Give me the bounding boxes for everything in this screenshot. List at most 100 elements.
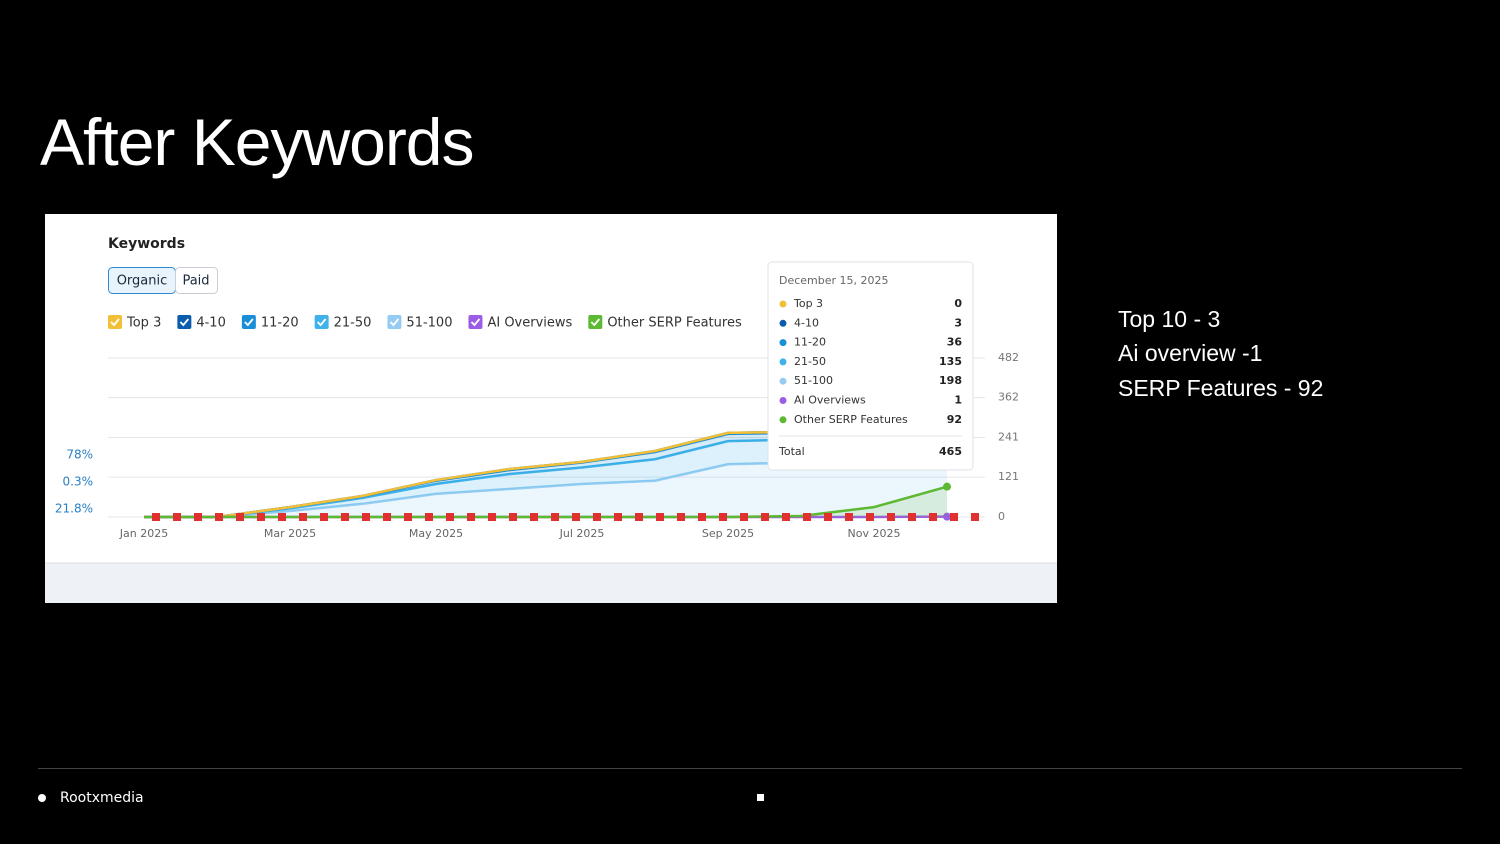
event-marker [488, 513, 496, 521]
area [144, 451, 947, 517]
tooltip-name: 11-20 [794, 336, 826, 349]
event-marker [194, 513, 202, 521]
legend-label: 51-100 [406, 316, 452, 331]
event-marker [572, 513, 580, 521]
event-marker [299, 513, 307, 521]
event-marker [635, 513, 643, 521]
note: Ai overview -1 [1118, 340, 1263, 366]
tooltip-name: 51-100 [794, 374, 833, 387]
note: SERP Features - 92 [1118, 375, 1324, 401]
event-marker [425, 513, 433, 521]
legend-check [179, 318, 190, 327]
line [144, 485, 948, 519]
tab-label[interactable]: Paid [182, 274, 209, 289]
event-marker [446, 513, 454, 521]
tooltip-value: 3 [954, 316, 962, 329]
x-tick-label: Jan 2025 [119, 527, 168, 540]
tooltip [767, 261, 974, 471]
event-marker [362, 513, 370, 521]
legend-checkbox[interactable] [387, 315, 402, 329]
event-marker [320, 513, 328, 521]
tooltip-total-label: Total [778, 445, 805, 458]
legend-checkbox[interactable] [314, 315, 329, 329]
footer-dot [38, 794, 46, 802]
legend-label: 4-10 [196, 316, 226, 331]
y-tick-label: 121 [998, 470, 1019, 483]
legend-label: 21-50 [334, 316, 372, 331]
x-tick-label: Sep 2025 [702, 527, 754, 540]
event-marker [278, 513, 286, 521]
slide-title: After Keywords [40, 105, 474, 179]
event-marker [215, 513, 223, 521]
tooltip-value: 92 [947, 413, 962, 426]
tooltip-value: 36 [947, 336, 963, 349]
event-marker [782, 513, 790, 521]
event-marker [803, 513, 811, 521]
legend-check [110, 318, 120, 327]
tab-label[interactable]: Organic [117, 274, 168, 289]
event-marker [257, 513, 265, 521]
legend-checkbox[interactable] [241, 315, 256, 329]
legend-label: 11-20 [261, 316, 299, 331]
event-marker [236, 513, 244, 521]
event-marker [467, 513, 475, 521]
tooltip-dot [779, 319, 787, 327]
legend-check [244, 318, 254, 327]
tooltip-value: 135 [939, 355, 962, 368]
footer-square [757, 794, 764, 801]
end-dot [943, 512, 951, 521]
tooltip-dot [779, 300, 787, 308]
legend-label: Other SERP Features [607, 316, 742, 331]
legend-check [470, 318, 481, 327]
tooltip-value: 198 [939, 374, 962, 387]
event-marker [509, 513, 517, 521]
event-marker [929, 513, 937, 521]
x-tick-label: Jul 2025 [559, 527, 605, 540]
event-marker [173, 513, 181, 521]
side-label: 21.8% [55, 502, 93, 516]
event-marker [887, 513, 895, 521]
legend-label: Top 3 [126, 316, 161, 331]
tooltip-name: 21-50 [794, 355, 826, 368]
tooltip-name: Top 3 [793, 297, 823, 310]
event-marker [740, 513, 748, 521]
legend-checkbox[interactable] [468, 315, 483, 329]
side-label: 0.3% [63, 475, 94, 489]
event-marker [341, 513, 349, 521]
event-marker [824, 513, 832, 521]
legend-checkbox[interactable] [108, 315, 122, 329]
tooltip-date: December 15, 2025 [779, 274, 889, 287]
tooltip-value: 0 [954, 297, 962, 310]
tooltip-dot [779, 339, 787, 347]
legend-check [590, 318, 601, 327]
y-tick-label: 0 [998, 510, 1005, 523]
tooltip-value: 1 [954, 394, 962, 407]
x-tick-label: Nov 2025 [848, 527, 901, 540]
legend-label: AI Overviews [487, 316, 572, 331]
event-marker [593, 513, 601, 521]
legend-check [317, 318, 327, 327]
event-marker [383, 513, 391, 521]
x-tick-label: May 2025 [409, 527, 463, 540]
event-marker [761, 513, 769, 521]
y-tick-label: 241 [998, 431, 1019, 444]
event-marker [866, 513, 874, 521]
panel-heading: Keywords [108, 236, 185, 252]
legend-checkbox[interactable] [588, 315, 603, 329]
tooltip-dot [779, 377, 787, 385]
tab-paid[interactable] [175, 267, 218, 294]
event-marker [152, 513, 160, 521]
event-marker [677, 513, 685, 521]
side-label: 78% [66, 448, 93, 462]
tooltip-dot [779, 358, 787, 366]
event-marker [656, 513, 664, 521]
y-tick-label: 482 [998, 351, 1019, 364]
event-marker [404, 513, 412, 521]
event-marker [950, 513, 958, 521]
legend-checkbox[interactable] [177, 315, 192, 329]
tooltip-name: AI Overviews [794, 394, 866, 407]
event-marker [614, 513, 622, 521]
footer-text: Rootxmedia [60, 790, 144, 806]
